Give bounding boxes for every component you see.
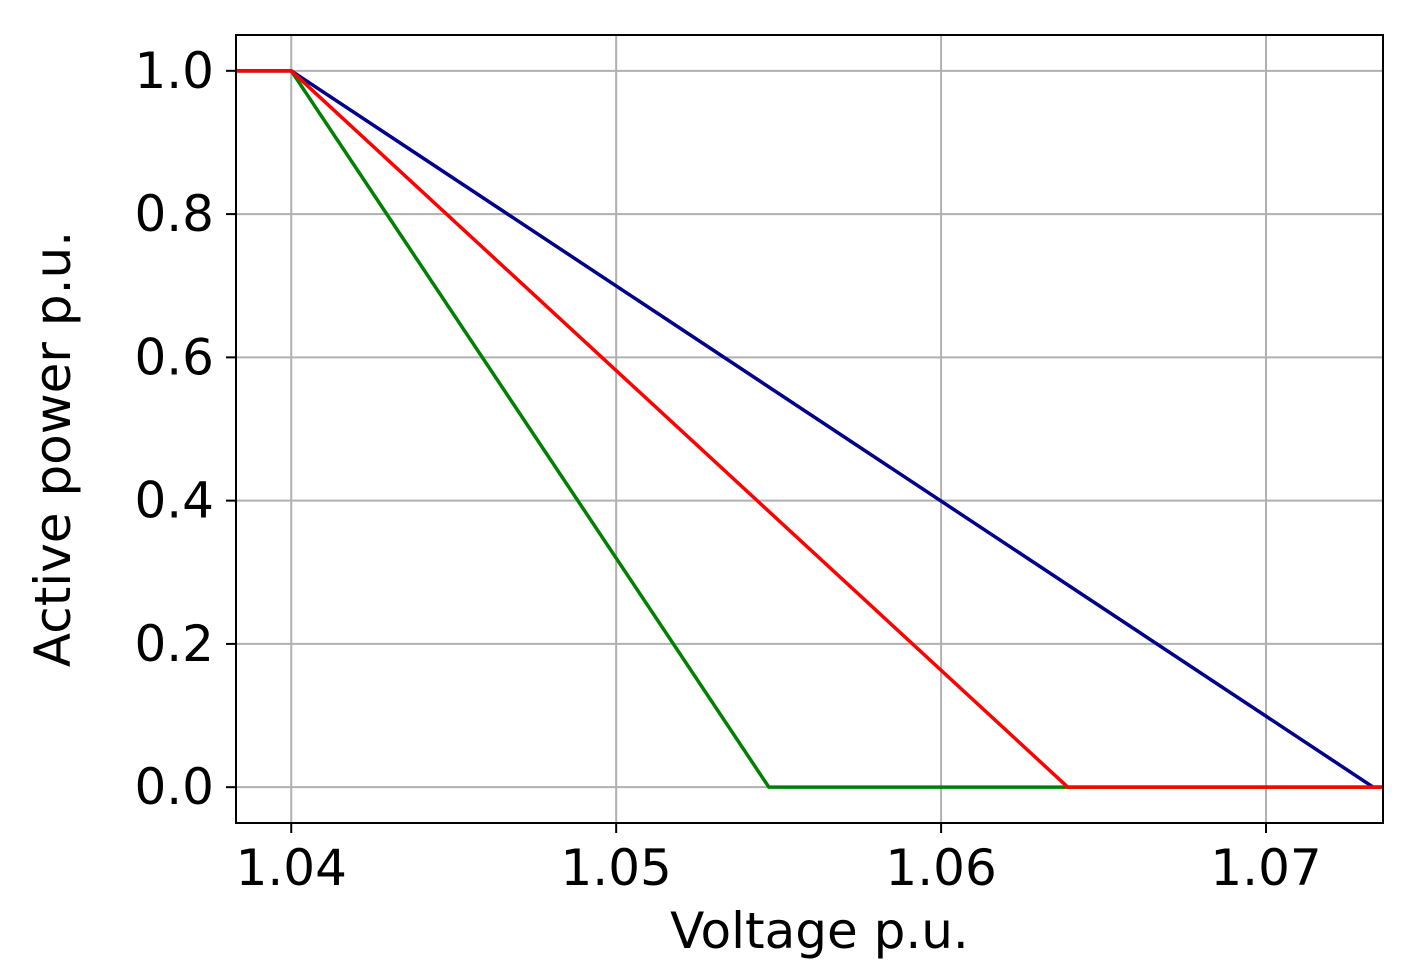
x-tick-label: 1.04 [236, 839, 347, 897]
x-tick-label: 1.05 [561, 839, 672, 897]
tick-labels: 1.04 1.05 1.06 1.07 0.0 0.2 0.4 0.6 0.8 1.0 [134, 42, 1321, 897]
x-tick-label: 1.07 [1210, 839, 1321, 897]
x-axis-label: Voltage p.u. [670, 902, 969, 960]
y-tick-label: 0.4 [134, 472, 214, 530]
y-axis-label: Active power p.u. [24, 231, 82, 667]
y-tick-label: 0.0 [134, 758, 214, 816]
y-tick-label: 0.8 [134, 185, 214, 243]
series-line-3 [236, 69, 1383, 789]
y-tick-label: 1.0 [134, 42, 214, 100]
tick-marks [226, 69, 1268, 833]
plot-frame [235, 34, 1384, 824]
x-tick-label: 1.06 [885, 839, 996, 897]
grid [236, 35, 1383, 823]
y-tick-label: 0.6 [134, 328, 214, 386]
y-tick-label: 0.2 [134, 615, 214, 673]
series-lines [236, 69, 1383, 789]
